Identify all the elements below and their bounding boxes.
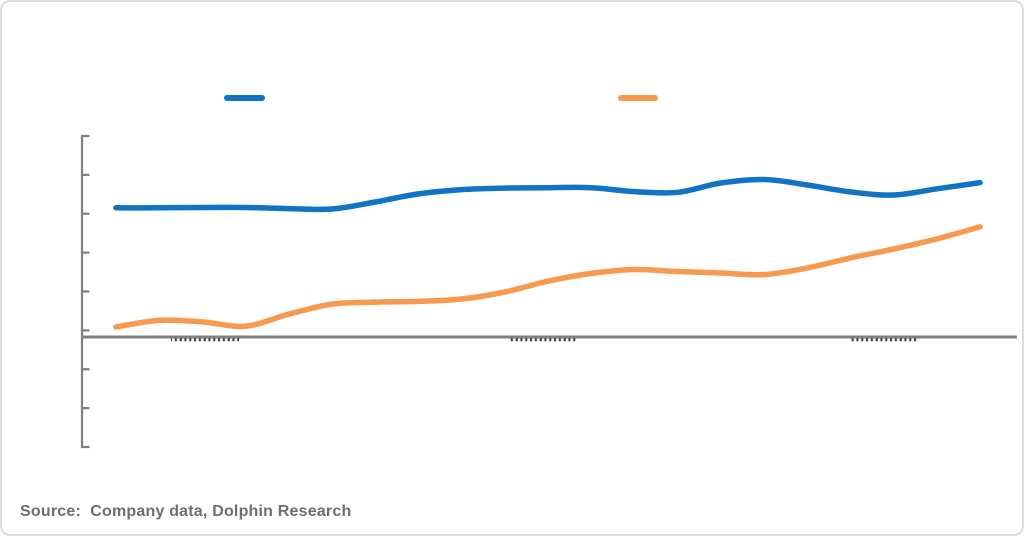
series-lines — [113, 176, 983, 330]
blue-series-line — [113, 176, 983, 213]
clipped-xtick-label — [509, 338, 577, 342]
clipped-xtick-label — [851, 338, 919, 342]
source-attribution: Source: Company data, Dolphin Research — [20, 503, 352, 520]
clipped-xtick-label — [171, 338, 239, 342]
x-axis-label-marks — [171, 338, 919, 342]
orange-series-line — [113, 224, 983, 330]
y-axis-ticks — [81, 134, 90, 449]
legend-swatch-blue-series — [224, 95, 265, 101]
legend-swatch-orange-series — [618, 95, 658, 101]
